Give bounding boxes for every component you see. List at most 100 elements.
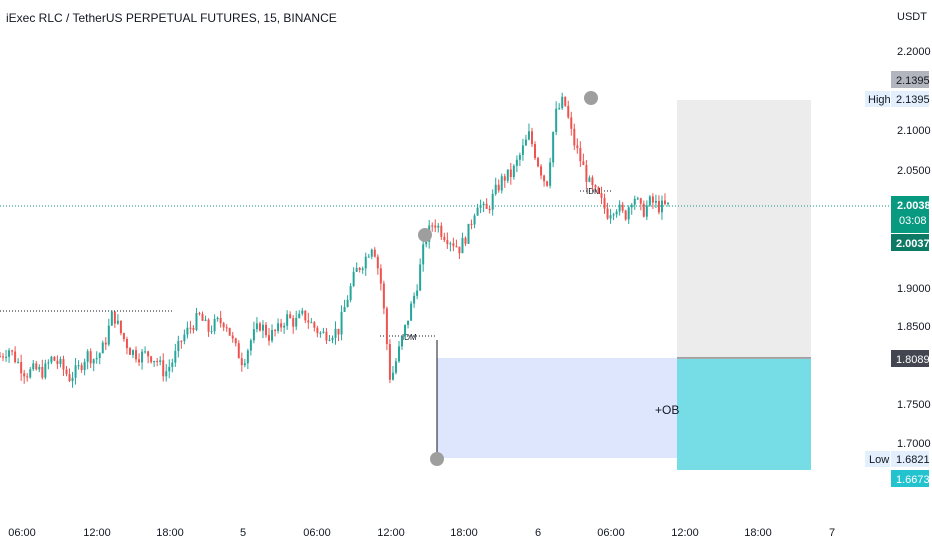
order-block-label: +OB bbox=[655, 403, 679, 417]
candle-body bbox=[20, 362, 23, 374]
time-axis[interactable]: 06:00 12:00 18:00 5 06:00 12:00 18:00 6 06:00 12:… bbox=[8, 527, 835, 539]
candle-body bbox=[240, 358, 243, 366]
candle-body bbox=[68, 374, 71, 382]
candle-body bbox=[530, 131, 533, 145]
candle-body bbox=[195, 313, 198, 330]
candle-body bbox=[101, 342, 104, 354]
candle-body bbox=[573, 128, 576, 146]
candle-body bbox=[274, 329, 277, 331]
candle-body bbox=[231, 335, 234, 339]
candle-body bbox=[455, 246, 458, 248]
candle-body bbox=[186, 327, 189, 335]
candle-body bbox=[17, 362, 20, 364]
chart-title: iExec RLC / TetherUS PERPETUAL FUTURES, … bbox=[6, 11, 337, 25]
candle-body bbox=[534, 144, 537, 159]
candle-body bbox=[116, 320, 119, 324]
x-tick-label: 6 bbox=[535, 527, 541, 539]
high-price-badge bbox=[891, 71, 929, 88]
candle-body bbox=[62, 359, 65, 370]
candle-body bbox=[503, 176, 506, 181]
candle-body bbox=[77, 365, 80, 367]
candle-body bbox=[657, 200, 660, 213]
candle-body bbox=[234, 338, 237, 344]
candle-body bbox=[268, 335, 271, 341]
candle-body bbox=[313, 322, 316, 328]
candle-body bbox=[162, 360, 165, 377]
candle-body bbox=[509, 169, 512, 178]
candle-body bbox=[609, 215, 612, 219]
candle-body bbox=[95, 358, 98, 360]
candle-body bbox=[340, 311, 343, 335]
currency-label: USDT bbox=[897, 11, 927, 23]
low-label-bg bbox=[865, 451, 890, 467]
candle-body bbox=[168, 366, 171, 372]
idm-label-2: IDM bbox=[586, 187, 601, 196]
y-tick-label: 2.2000 bbox=[897, 46, 931, 58]
mid-level-badge bbox=[891, 350, 929, 367]
candle-body bbox=[5, 356, 8, 358]
candle-body bbox=[349, 285, 352, 301]
candle-body bbox=[304, 310, 307, 321]
candle-body bbox=[401, 336, 404, 347]
high-price-badge-text: 2.1395 bbox=[896, 75, 930, 87]
candle-body bbox=[83, 361, 86, 370]
candle-body bbox=[361, 268, 364, 270]
candle-body bbox=[612, 214, 615, 216]
candle-body bbox=[138, 359, 141, 363]
candle-body bbox=[416, 290, 419, 296]
candle-body bbox=[301, 310, 304, 314]
candle-body bbox=[59, 359, 62, 364]
y-tick-label: 1.7500 bbox=[897, 399, 931, 411]
candle-body bbox=[189, 327, 192, 329]
candle-body bbox=[470, 223, 473, 225]
candle-body bbox=[122, 333, 125, 340]
candle-body bbox=[512, 165, 515, 178]
candle-body bbox=[337, 328, 340, 335]
candle-body bbox=[358, 267, 361, 270]
candle-body bbox=[192, 327, 195, 330]
last-price-2-text: 2.0037 bbox=[896, 238, 930, 250]
candle-body bbox=[29, 369, 32, 378]
swing-high-marker-1 bbox=[418, 228, 432, 242]
candle-body bbox=[600, 193, 603, 198]
candle-body bbox=[621, 204, 624, 211]
candle-body bbox=[74, 365, 77, 378]
candle-body bbox=[624, 210, 627, 220]
y-tick-label: 1.7000 bbox=[897, 438, 931, 450]
candle-body bbox=[373, 249, 376, 257]
x-tick-label: 7 bbox=[829, 527, 835, 539]
candle-body bbox=[639, 198, 642, 204]
candle-body bbox=[292, 318, 295, 327]
x-tick-label: 12:00 bbox=[671, 527, 699, 539]
x-tick-label: 12:00 bbox=[83, 527, 111, 539]
candle-body bbox=[343, 306, 346, 312]
candle-body bbox=[521, 145, 524, 155]
candle-body bbox=[213, 318, 216, 332]
candle-body bbox=[367, 256, 370, 258]
x-tick-label: 18:00 bbox=[450, 527, 478, 539]
y-tick-label: 2.1000 bbox=[897, 125, 931, 137]
high-label: High bbox=[868, 94, 891, 106]
candle-body bbox=[53, 356, 56, 361]
candle-body bbox=[65, 369, 68, 375]
candle-body bbox=[570, 117, 573, 129]
candle-body bbox=[131, 350, 134, 355]
candle-body bbox=[14, 351, 17, 363]
candle-body bbox=[391, 372, 394, 380]
candle-body bbox=[461, 237, 464, 254]
candle-body bbox=[527, 131, 530, 140]
price-axis[interactable]: 2.2000 2.1000 2.0500 1.9000 1.8500 1.7500 1.70… bbox=[897, 46, 931, 450]
candle-body bbox=[479, 205, 482, 208]
candle-body bbox=[627, 207, 630, 220]
high-value-bg bbox=[891, 91, 929, 107]
candle-body bbox=[156, 360, 159, 362]
candle-body bbox=[295, 317, 298, 327]
candle-body bbox=[546, 181, 549, 186]
candle-body bbox=[579, 148, 582, 162]
candle-body bbox=[307, 320, 310, 323]
candle-body bbox=[382, 283, 385, 309]
candle-body bbox=[219, 317, 222, 324]
low-value-bg bbox=[891, 451, 929, 467]
candle-body bbox=[165, 371, 168, 377]
